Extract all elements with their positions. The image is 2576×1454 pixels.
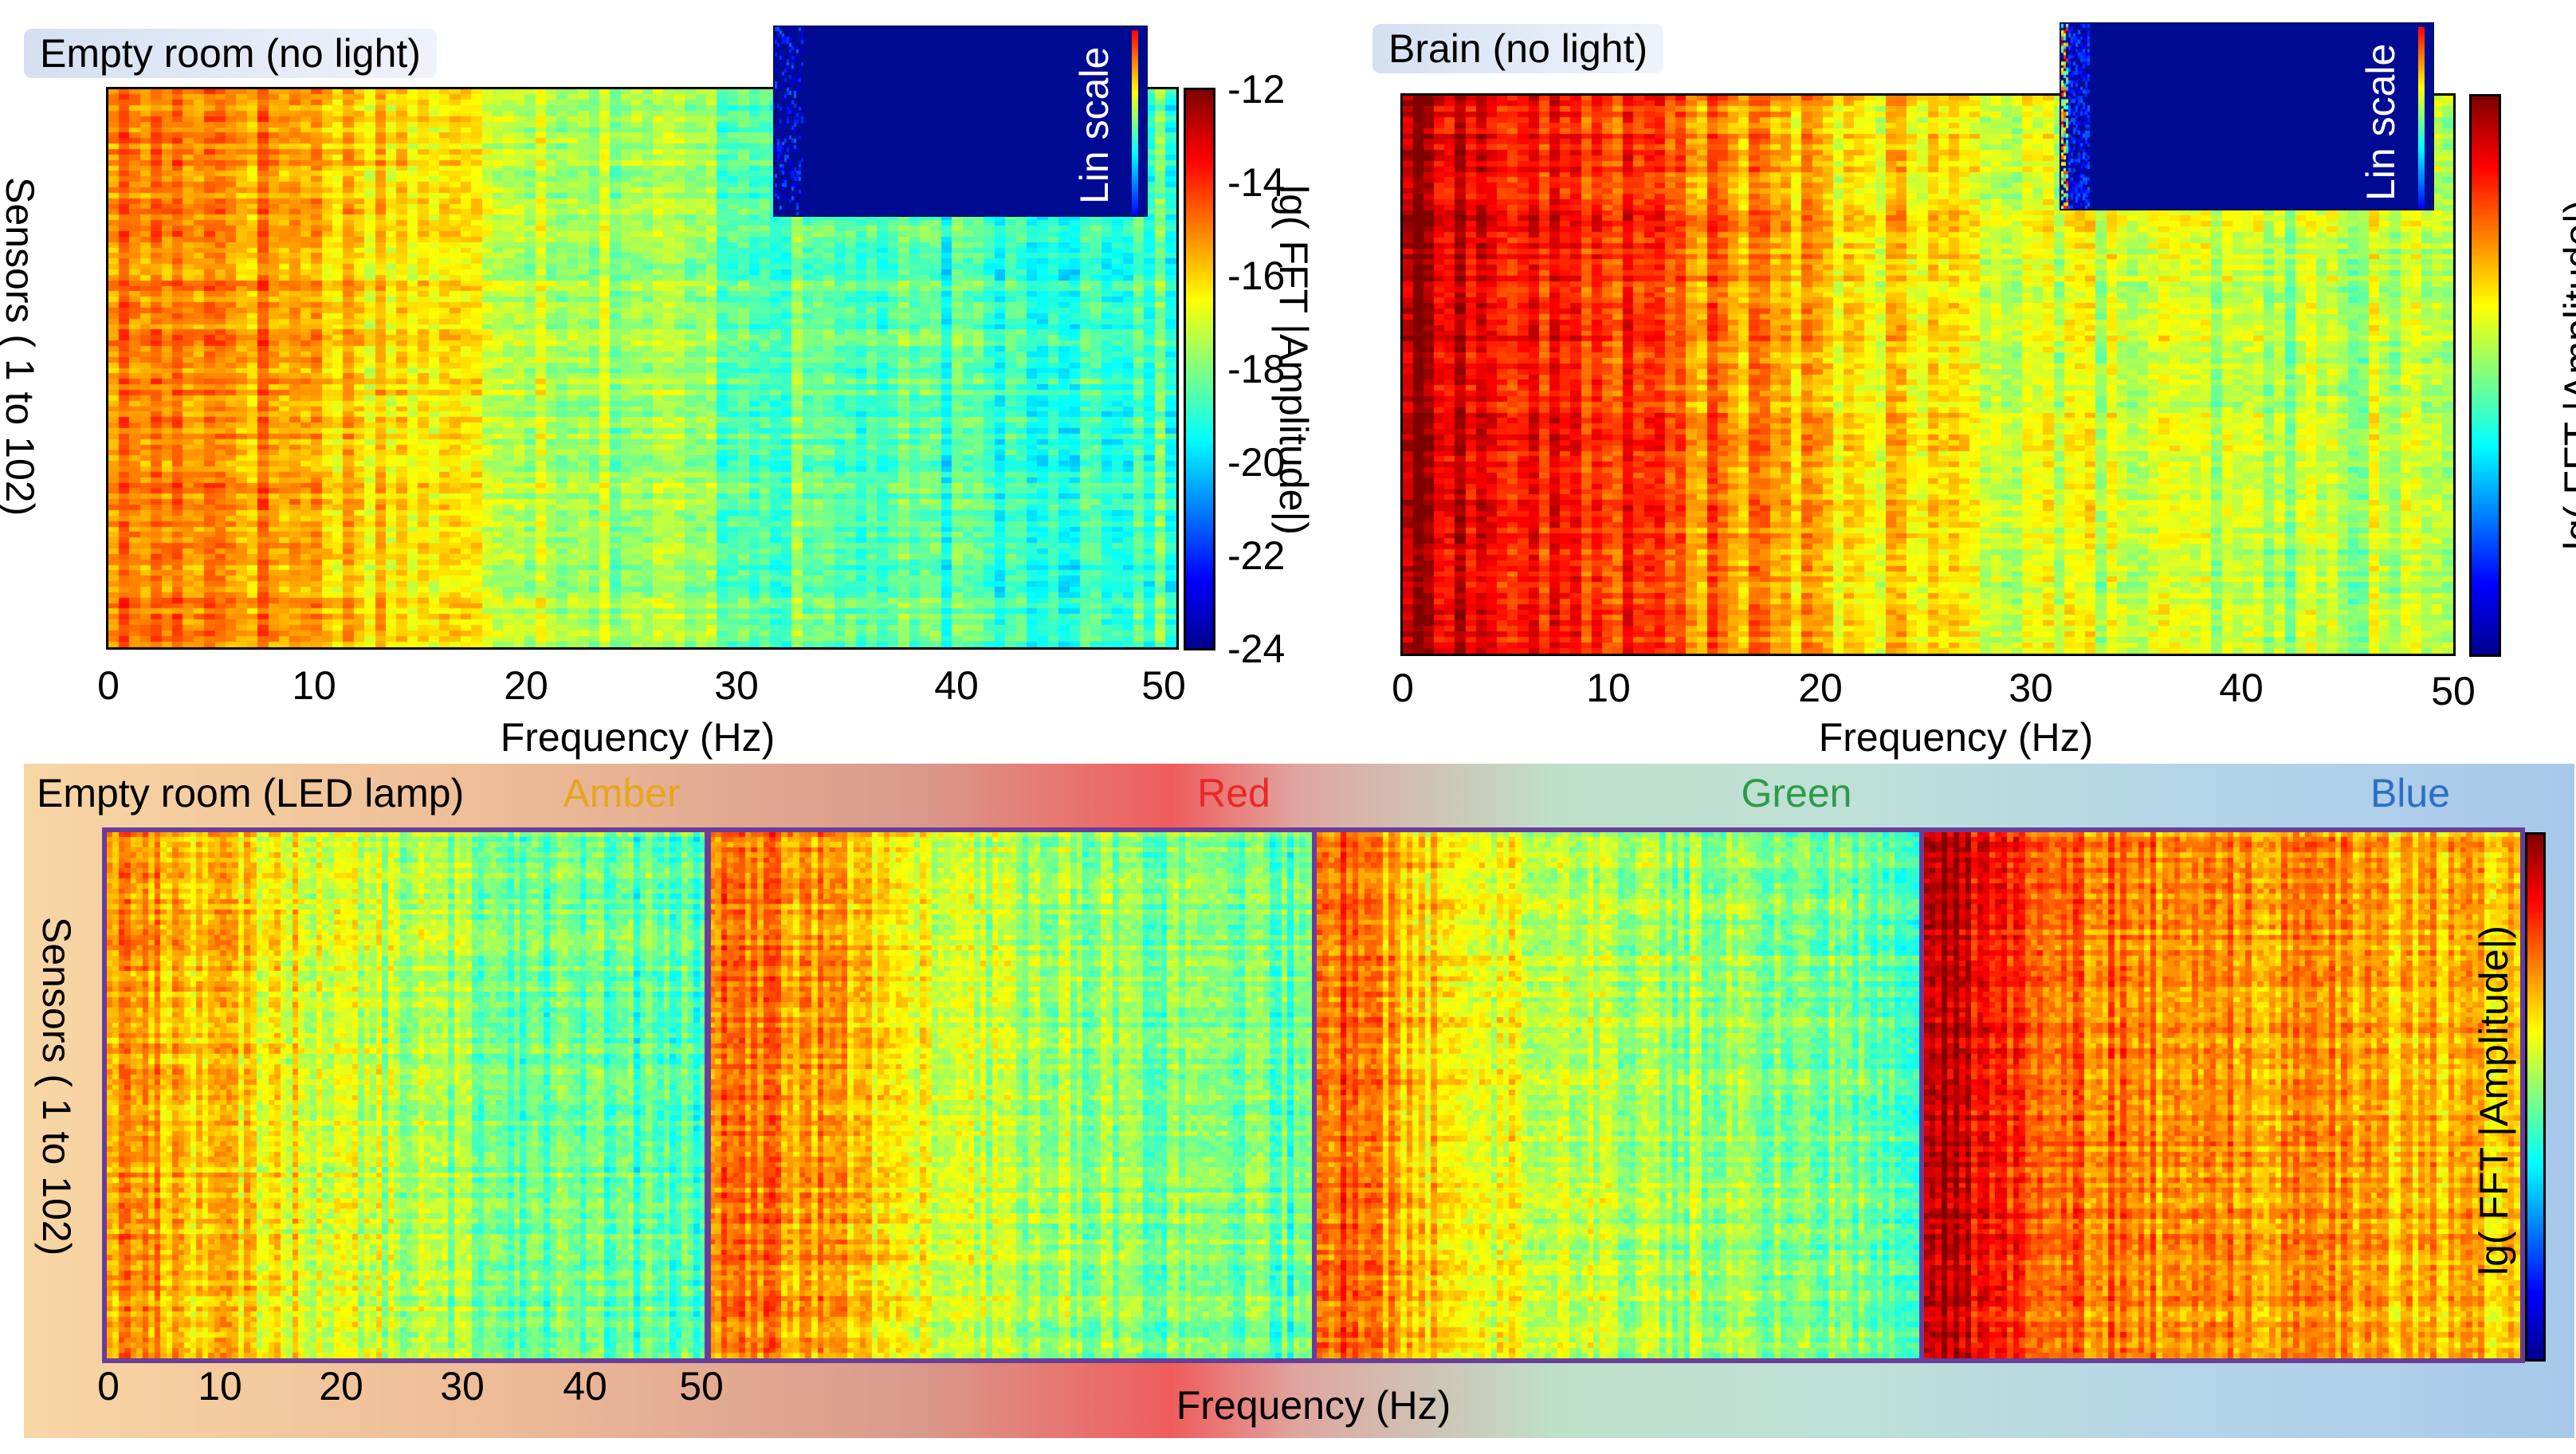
x-tick: 10 [292,663,336,708]
top-right-inset-label: Lin scale [2358,43,2403,201]
red-heatmap [709,832,1312,1358]
x-tick: 30 [2009,666,2053,710]
x-tick: 40 [563,1364,607,1409]
bottom-colorbar [2525,832,2546,1362]
top-right-colorbar-label: lg( FFT |Amplitude|) [2556,199,2576,550]
top-left-axes [106,87,1179,650]
top-left-ylabel: Sensors ( 1 to 102) [0,177,42,517]
top-right-title: Brain (no light) [1372,24,1664,73]
top-left-colorbar-label: lg( FFT |Amplitude|) [1271,185,1316,536]
panel-label-amber: Amber [563,771,681,815]
top-left-colorbar [1184,88,1215,650]
panel-label-red: Red [1197,771,1270,815]
top-right-axes [1400,93,2456,656]
top-left-linear-inset: Lin scale [773,26,1148,217]
top-right-inset-pattern [2061,24,2300,209]
x-tick: 20 [319,1364,363,1409]
green-heatmap [1317,832,1919,1358]
cbar-tick-22: -22 [1227,533,1286,578]
cbar-tick-16: -16 [1227,253,1286,298]
x-tick: 30 [440,1364,485,1409]
x-tick: 50 [2431,669,2476,713]
top-right-xlabel: Frequency (Hz) [1818,715,2094,760]
x-tick: 40 [2219,666,2264,710]
x-tick: 50 [679,1364,724,1409]
x-tick: 40 [934,663,979,708]
top-left-title: Empty room (no light) [24,29,437,78]
blue-frame [1919,827,2525,1363]
top-right-linear-inset: Lin scale [2060,22,2434,210]
x-tick: 10 [198,1364,242,1409]
cbar-tick-18: -18 [1227,347,1286,391]
bottom-xlabel: Frequency (Hz) [1176,1383,1451,1428]
top-left-inset-colorbar [1132,30,1138,215]
amber-heatmap [107,832,706,1358]
panel-label-blue: Blue [2370,771,2451,815]
green-frame [1312,827,1924,1363]
x-tick: 0 [97,663,120,708]
top-left-xlabel: Frequency (Hz) [500,715,776,760]
bottom-title: Empty room (LED lamp) [37,771,465,815]
top-right-colorbar [2469,94,2501,657]
cbar-tick-12: -12 [1227,67,1286,112]
x-tick: 30 [714,663,759,708]
blue-heatmap [1924,832,2520,1358]
bottom-colorbar-label: lg( FFT |Amplitude|) [2472,925,2516,1275]
x-tick: 20 [1798,666,1843,710]
top-left-inset-label: Lin scale [1072,46,1117,204]
x-tick: 50 [1141,663,1186,708]
x-tick: 10 [1586,666,1631,710]
x-tick: 0 [1392,666,1414,710]
top-right-inset-colorbar [2418,27,2425,209]
bottom-ylabel: Sensors ( 1 to 102) [34,917,79,1256]
panel-label-green: Green [1741,771,1852,815]
x-tick: 0 [97,1364,120,1409]
cbar-tick-20: -20 [1227,440,1286,485]
red-frame [705,827,1317,1363]
cbar-tick-14: -14 [1227,160,1286,205]
top-left-inset-pattern [775,27,1014,215]
x-tick: 20 [504,663,548,708]
cbar-tick-24: -24 [1227,627,1286,671]
amber-frame [102,827,711,1363]
